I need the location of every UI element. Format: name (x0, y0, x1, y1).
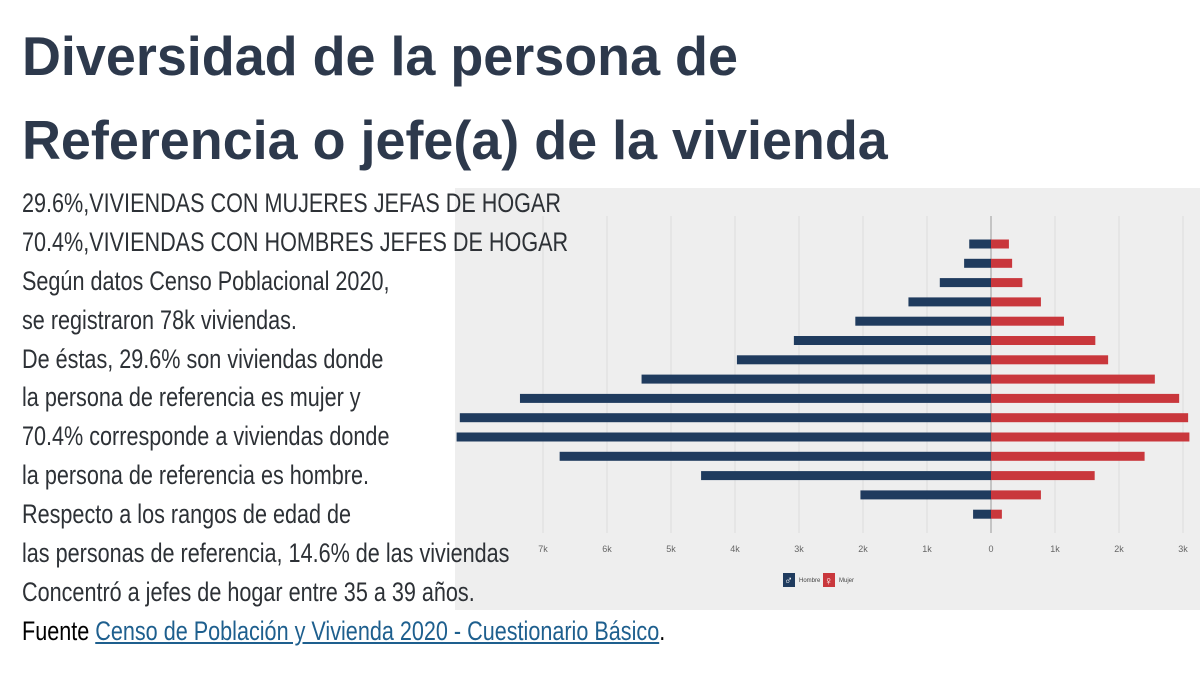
legend-mujer-swatch (823, 573, 835, 587)
body-line: 70.4% corresponde a viviendas donde (22, 421, 390, 452)
male-symbol-icon: ♂ (784, 573, 793, 587)
x-tick-label: 0 (988, 544, 993, 554)
x-tick-label: 6k (602, 544, 612, 554)
bar-hombre (969, 239, 991, 249)
source-line: Fuente Censo de Población y Vivienda 202… (22, 612, 665, 651)
body-line: Concentró a jefes de hogar entre 35 a 39… (22, 576, 475, 607)
x-tick-label: 1k (922, 544, 932, 554)
bar-mujer (991, 258, 1013, 268)
bar-mujer (991, 336, 1096, 345)
bar-hombre (908, 297, 991, 307)
bar-hombre (456, 432, 992, 442)
female-symbol-icon: ♀ (824, 574, 833, 588)
source-prefix: Fuente (22, 615, 96, 646)
bar-hombre (641, 374, 991, 384)
bar-mujer (991, 432, 1190, 442)
body-line: se registraron 78k viviendas. (22, 304, 297, 335)
chart-svg: 7k 6k 5k 4k 3k 2k 1k 0 1k 2k 3k ♂ Hombre ♀ Mujer (456, 216, 1190, 588)
x-tick-label: 5k (666, 544, 676, 554)
bar-hombre (855, 316, 991, 326)
bar-mujer (991, 374, 1155, 384)
bar-mujer (991, 509, 1002, 519)
body-line: las personas de referencia, 14.6% de las… (22, 538, 510, 569)
legend: ♂ Hombre ♀ Mujer (783, 573, 854, 588)
legend-hombre-label: Hombre (799, 578, 821, 584)
bar-mujer (991, 413, 1189, 423)
bar-mujer (991, 490, 1041, 500)
source-suffix: . (659, 615, 666, 646)
body-line: Según datos Censo Poblacional 2020, (22, 265, 390, 296)
bar-mujer (991, 355, 1109, 365)
x-tick-label: 2k (858, 544, 868, 554)
population-pyramid-chart: 7k 6k 5k 4k 3k 2k 1k 0 1k 2k 3k ♂ Hombre ♀ Mujer (455, 188, 1200, 610)
x-tick-label: 4k (730, 544, 740, 554)
body-line: la persona de referencia es mujer y (22, 382, 361, 413)
bar-mujer (991, 451, 1145, 461)
bar-hombre (964, 258, 991, 268)
bar-hombre (559, 451, 991, 461)
body-line: De éstas, 29.6% son viviendas donde (22, 343, 384, 374)
x-tick-label: 7k (538, 544, 548, 554)
stat-men: 70.4%,VIVIENDAS CON HOMBRES JEFES DE HOG… (22, 226, 569, 257)
legend-hombre-swatch (783, 573, 795, 587)
bar-hombre (939, 278, 991, 288)
x-tick-label: 1k (1050, 544, 1060, 554)
bar-hombre (459, 413, 991, 423)
bar-hombre (519, 393, 991, 403)
bar-mujer (991, 239, 1009, 249)
bar-hombre (860, 490, 991, 500)
bar-hombre (701, 471, 991, 481)
x-tick-label: 3k (794, 544, 804, 554)
page-title: Diversidad de la persona de Referencia o … (22, 25, 888, 171)
stat-women: 29.6%,VIVIENDAS CON MUJERES JEFAS DE HOG… (22, 188, 561, 218)
bar-mujer (991, 393, 1180, 403)
body-line: la persona de referencia es hombre. (22, 460, 370, 491)
body-text: 29.6%,VIVIENDAS CON MUJERES JEFAS DE HOG… (22, 184, 826, 651)
source-link[interactable]: Censo de Población y Vivienda 2020 - Cue… (95, 615, 660, 646)
legend-mujer-label: Mujer (839, 578, 854, 584)
bar-mujer (991, 297, 1041, 307)
bar-hombre (973, 509, 991, 519)
x-tick-label: 2k (1114, 544, 1124, 554)
bar-mujer (991, 278, 1023, 288)
body-line: Respecto a los rangos de edad de (22, 499, 352, 530)
bar-hombre (793, 336, 991, 345)
bar-mujer (991, 471, 1095, 481)
bar-mujer (991, 316, 1064, 326)
x-tick-label: 3k (1178, 544, 1188, 554)
bar-hombre (736, 355, 991, 365)
